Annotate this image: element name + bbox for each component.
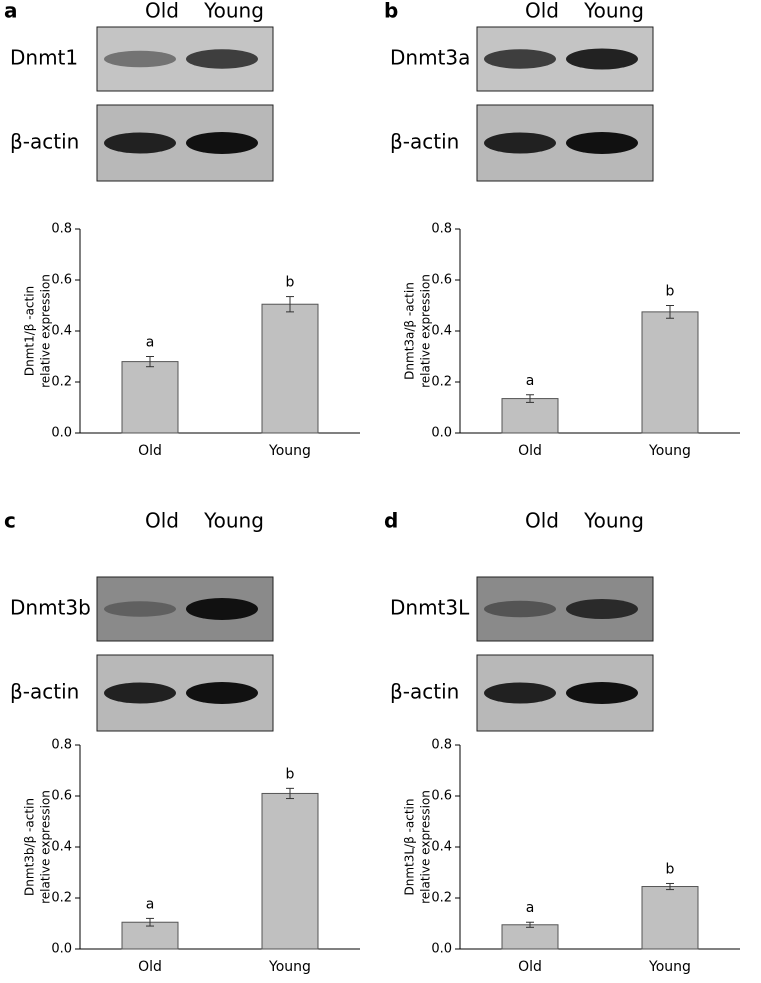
y-axis-label: Dnmt1/β -actin: [23, 286, 37, 376]
panel-letter: a: [4, 0, 18, 23]
blot-band: [186, 682, 258, 704]
bar: [501, 924, 559, 950]
x-tick-label: Young: [648, 959, 691, 975]
y-tick-label: 0.8: [431, 222, 452, 237]
lane-label: Old: [145, 509, 179, 533]
blot-band: [104, 132, 176, 154]
x-tick-label: Old: [138, 959, 162, 975]
significance-label: a: [526, 373, 535, 389]
blot-band: [566, 48, 638, 70]
lane-label: Young: [203, 509, 264, 533]
blot-band: [484, 132, 556, 154]
y-tick-label: 0.8: [431, 738, 452, 753]
blot-row-label: Dnmt1: [10, 46, 78, 70]
significance-label: a: [146, 335, 155, 351]
blot-band: [484, 682, 556, 704]
x-tick-label: Old: [518, 959, 542, 975]
bar: [121, 921, 179, 950]
y-tick-label: 0.0: [431, 426, 452, 441]
blot-band: [566, 599, 638, 619]
y-tick-label: 0.6: [51, 789, 72, 804]
lane-label: Young: [583, 509, 644, 533]
y-tick-label: 0.4: [51, 840, 72, 855]
x-tick-label: Young: [648, 443, 691, 459]
significance-label: b: [286, 766, 295, 782]
y-tick-label: 0.6: [51, 273, 72, 288]
significance-label: a: [526, 900, 535, 916]
significance-label: b: [666, 861, 675, 877]
y-tick-label: 0.2: [51, 891, 72, 906]
lane-label: Old: [525, 0, 559, 23]
blot-row-label: β-actin: [10, 680, 79, 704]
bar: [501, 398, 559, 434]
blot-band: [566, 682, 638, 704]
blot-band: [104, 601, 176, 617]
blot-row-label: β-actin: [390, 130, 459, 154]
x-tick-label: Young: [268, 443, 311, 459]
bar: [641, 311, 699, 434]
y-tick-label: 0.2: [431, 375, 452, 390]
x-tick-label: Old: [518, 443, 542, 459]
blot-band: [186, 49, 258, 69]
blot-row-label: β-actin: [10, 130, 79, 154]
x-tick-label: Young: [268, 959, 311, 975]
y-axis-label: Dnmt3L/β -actin: [403, 798, 417, 895]
lane-label: Young: [203, 0, 264, 23]
blot-row-label: β-actin: [390, 680, 459, 704]
y-axis-label: relative expression: [39, 790, 53, 904]
panel-letter: c: [4, 509, 16, 533]
y-tick-label: 0.4: [431, 840, 452, 855]
blot-band: [484, 49, 556, 69]
blot-row-label: Dnmt3L: [390, 596, 470, 620]
blot-band: [186, 132, 258, 154]
blot-row-label: Dnmt3b: [10, 596, 91, 620]
blot-band: [186, 598, 258, 620]
y-tick-label: 0.0: [431, 942, 452, 957]
bar: [121, 361, 179, 434]
y-axis-label: Dnmt3a/β -actin: [403, 282, 417, 380]
bar: [261, 303, 319, 434]
y-axis-label: relative expression: [419, 790, 433, 904]
y-tick-label: 0.4: [51, 324, 72, 339]
y-tick-label: 0.8: [51, 222, 72, 237]
blot-band: [104, 682, 176, 704]
y-tick-label: 0.2: [51, 375, 72, 390]
bar: [641, 886, 699, 950]
blot-band: [566, 132, 638, 154]
lane-label: Young: [583, 0, 644, 23]
bar: [261, 792, 319, 950]
lane-label: Old: [145, 0, 179, 23]
significance-label: a: [146, 896, 155, 912]
y-axis-label: Dnmt3b/β -actin: [23, 798, 37, 896]
significance-label: b: [286, 275, 295, 291]
y-tick-label: 0.0: [51, 426, 72, 441]
y-axis-label: relative expression: [419, 274, 433, 388]
blot-band: [104, 50, 176, 68]
y-tick-label: 0.6: [431, 273, 452, 288]
panel-letter: d: [384, 509, 398, 533]
y-tick-label: 0.2: [431, 891, 452, 906]
x-tick-label: Old: [138, 443, 162, 459]
y-axis-label: relative expression: [39, 274, 53, 388]
y-tick-label: 0.0: [51, 942, 72, 957]
y-tick-label: 0.8: [51, 738, 72, 753]
blot-band: [484, 600, 556, 618]
y-tick-label: 0.6: [431, 789, 452, 804]
panel-letter: b: [384, 0, 398, 23]
lane-label: Old: [525, 509, 559, 533]
blot-row-label: Dnmt3a: [390, 46, 470, 70]
y-tick-label: 0.4: [431, 324, 452, 339]
significance-label: b: [666, 284, 675, 300]
